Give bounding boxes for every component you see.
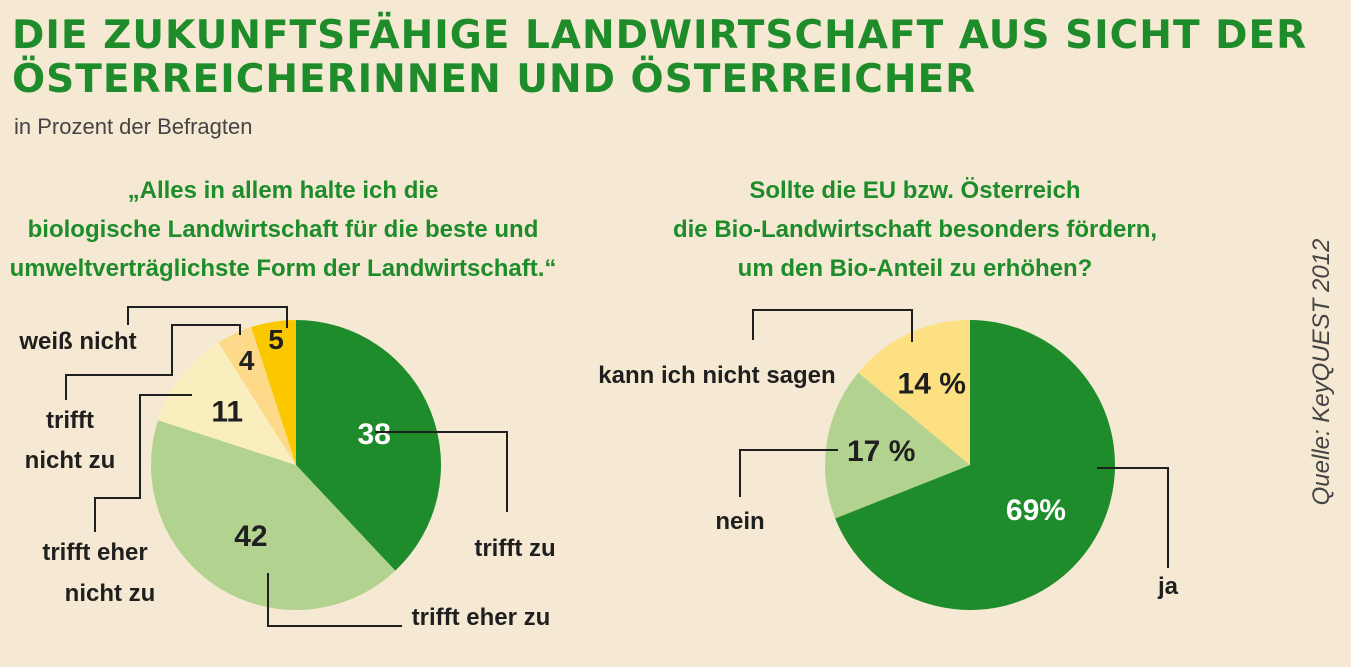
chart-title-line-1: DIE ZUKUNFTSFÄHIGE LANDWIRTSCHAFT AUS SI… (12, 13, 1308, 58)
pie-1-leader-line-4 (65, 324, 241, 400)
pie-2-leader-line-3 (752, 309, 913, 342)
pie-1-slice-4 (218, 327, 296, 465)
pie-2-value-label-2: 17 % (847, 435, 915, 468)
pie-1-slice-2 (150, 420, 396, 610)
pie-1-category-label-3-line-2: nicht zu (65, 580, 156, 607)
pie-2-value-label-3: 14 % (898, 368, 966, 401)
pie-1-value-label-2: 42 (234, 520, 267, 553)
pie-1-category-label-4-line-2: nicht zu (25, 447, 116, 474)
pie-2-slice-3 (858, 320, 970, 465)
pie-1-category-label-3-line-1: trifft eher (42, 539, 147, 566)
pie-2-title-line-1: Sollte die EU bzw. Österreich (749, 177, 1080, 204)
pie-2-leader-line-2 (739, 449, 838, 497)
pie-1-leader-line-3 (94, 394, 192, 532)
pie-1-slice-1 (296, 320, 441, 571)
pie-1-category-label-4-line-1: trifft (46, 407, 94, 434)
pie-1-leader-line-1 (375, 431, 508, 512)
pie-1-slice-5 (251, 320, 296, 465)
chart-title: DIE ZUKUNFTSFÄHIGE LANDWIRTSCHAFT AUS SI… (12, 14, 1312, 102)
pie-2-value-label-1: 69% (1006, 494, 1066, 527)
pie-2-category-label-2-line-1: nein (715, 508, 764, 535)
pie-1-value-label-4: 4 (239, 345, 255, 376)
chart-title-line-2: ÖSTERREICHERINNEN UND ÖSTERREICHER (12, 57, 977, 102)
pie-1-leader-line-2 (267, 573, 402, 627)
pie-1-value-label-5: 5 (268, 324, 284, 355)
pie-chart-1: „Alles in allem halte ich die biologische… (10, 177, 557, 631)
pie-1-title-line-3: umweltverträglichste Form der Landwirtsc… (10, 255, 557, 282)
pie-2-title-line-2: die Bio-Landwirtschaft besonders fördern… (673, 216, 1157, 243)
source-note: Quelle: KeyQUEST 2012 (1308, 238, 1335, 506)
pie-2-slice-2 (825, 372, 970, 519)
pie-1-slice-3 (158, 342, 296, 465)
pie-1-category-label-1-line-1: trifft zu (474, 535, 555, 562)
pie-1-leader-line-5 (127, 306, 288, 328)
pie-1-category-label-2-line-1: trifft eher zu (412, 604, 551, 631)
pie-2-category-label-3-line-1: kann ich nicht sagen (598, 362, 835, 389)
pie-1-title-line-2: biologische Landwirtschaft für die beste… (28, 216, 539, 243)
chart-subtitle: in Prozent der Befragten (14, 114, 253, 139)
pie-2-category-label-1-line-1: ja (1157, 573, 1179, 600)
pie-2-slice-1 (835, 320, 1115, 610)
pie-chart-2: Sollte die EU bzw. Österreich die Bio-Lan… (598, 177, 1179, 610)
pie-1-category-label-5-line-1: weiß nicht (18, 328, 136, 355)
pie-1-title-line-1: „Alles in allem halte ich die (128, 177, 439, 204)
pie-2-leader-line-1 (1097, 467, 1169, 568)
pie-1-value-label-1: 38 (358, 418, 391, 451)
pie-1-value-label-3: 11 (211, 396, 243, 429)
pie-2-title-line-3: um den Bio-Anteil zu erhöhen? (738, 255, 1093, 282)
